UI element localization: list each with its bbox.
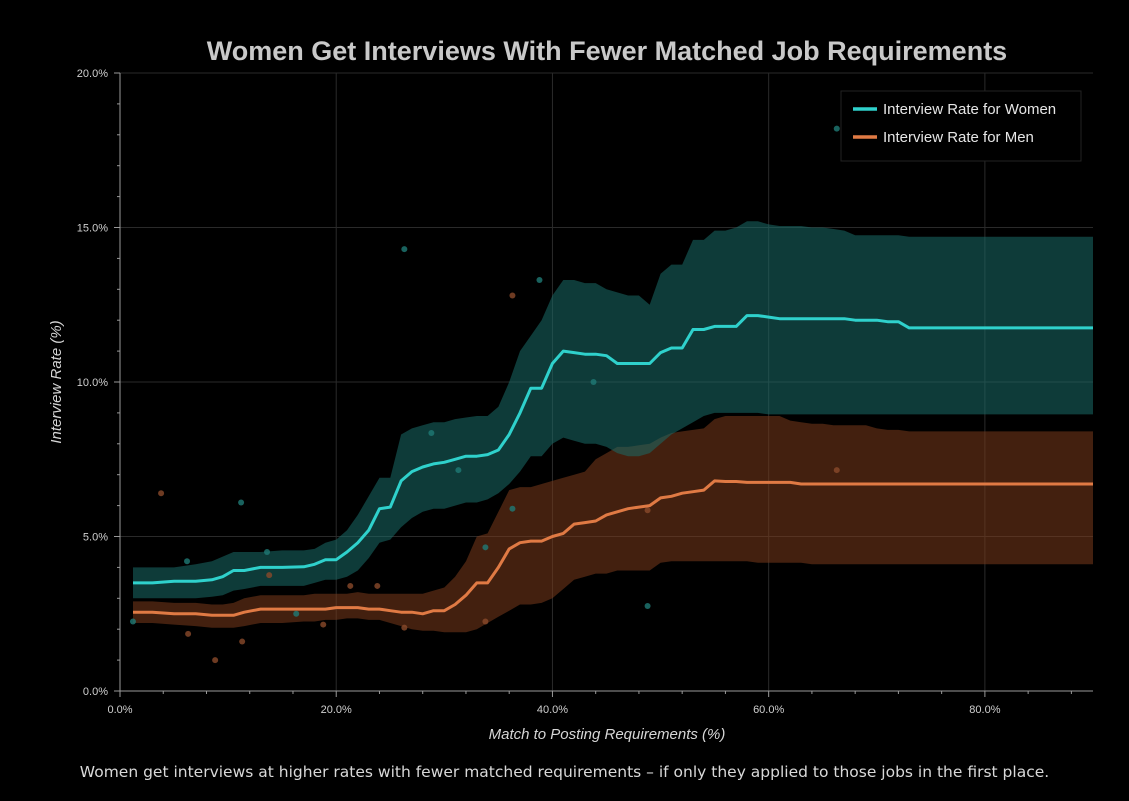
y-axis-label: Interview Rate (%): [48, 320, 65, 443]
scatter-point-men: [266, 572, 273, 579]
confidence-bands: [133, 221, 1093, 633]
scatter-point-women: [401, 246, 408, 253]
scatter-point-men: [158, 490, 165, 497]
series-lines: [133, 314, 1093, 617]
scatter-point-women: [293, 610, 300, 617]
legend: Interview Rate for Women Interview Rate …: [840, 90, 1082, 162]
x-tick-label: 60.0%: [753, 704, 784, 716]
chart-title: Women Get Interviews With Fewer Matched …: [207, 36, 1007, 66]
scatter-point-men: [212, 657, 219, 664]
series-line-men: [133, 479, 1093, 617]
scatter-point-women: [129, 618, 136, 625]
scatter-point-men: [833, 467, 840, 474]
y-tick-label: 5.0%: [83, 532, 108, 544]
x-tick-label: 20.0%: [321, 704, 352, 716]
scatter-points: [129, 125, 840, 664]
chart-caption: Women get interviews at higher rates wit…: [79, 763, 1050, 781]
legend-label-women: Interview Rate for Women: [883, 101, 1056, 118]
confidence-band-women: [133, 221, 1093, 599]
y-tick-label: 15.0%: [77, 223, 108, 235]
scatter-point-women: [184, 558, 191, 565]
scatter-point-women: [428, 429, 435, 436]
scatter-point-men: [320, 621, 327, 628]
y-tick-label: 10.0%: [77, 377, 108, 389]
scatter-point-women: [455, 467, 462, 474]
confidence-band-men: [133, 416, 1093, 633]
scatter-point-men: [239, 638, 246, 645]
scatter-point-men: [482, 618, 489, 625]
scatter-point-men: [644, 507, 651, 514]
scatter-point-women: [536, 277, 543, 284]
x-tick-label: 0.0%: [107, 704, 132, 716]
scatter-point-men: [347, 582, 354, 589]
y-tick-label: 20.0%: [77, 68, 108, 80]
x-axis-label: Match to Posting Requirements (%): [489, 726, 726, 743]
scatter-point-men: [374, 582, 381, 589]
series-line-women: [133, 314, 1093, 585]
scatter-point-women: [509, 505, 516, 512]
y-tick-label: 0.0%: [83, 686, 108, 698]
x-tick-label: 80.0%: [969, 704, 1000, 716]
legend-label-men: Interview Rate for Men: [883, 129, 1034, 146]
scatter-point-men: [509, 292, 516, 299]
scatter-point-men: [185, 630, 192, 637]
scatter-point-women: [833, 125, 840, 132]
chart: 0.0% 5.0% 10.0% 15.0% 20.0% 0.0% 20.0% 40.0% 60.…: [48, 36, 1093, 743]
x-tick-label: 40.0%: [537, 704, 568, 716]
scatter-point-women: [644, 603, 651, 610]
scatter-point-men: [401, 624, 408, 631]
scatter-point-women: [482, 544, 489, 551]
axes: 0.0% 5.0% 10.0% 15.0% 20.0% 0.0% 20.0% 40.0% 60.…: [77, 68, 1093, 716]
scatter-point-women: [590, 379, 597, 385]
legend-box: [840, 90, 1082, 162]
scatter-point-women: [264, 548, 271, 555]
scatter-point-women: [238, 499, 245, 506]
